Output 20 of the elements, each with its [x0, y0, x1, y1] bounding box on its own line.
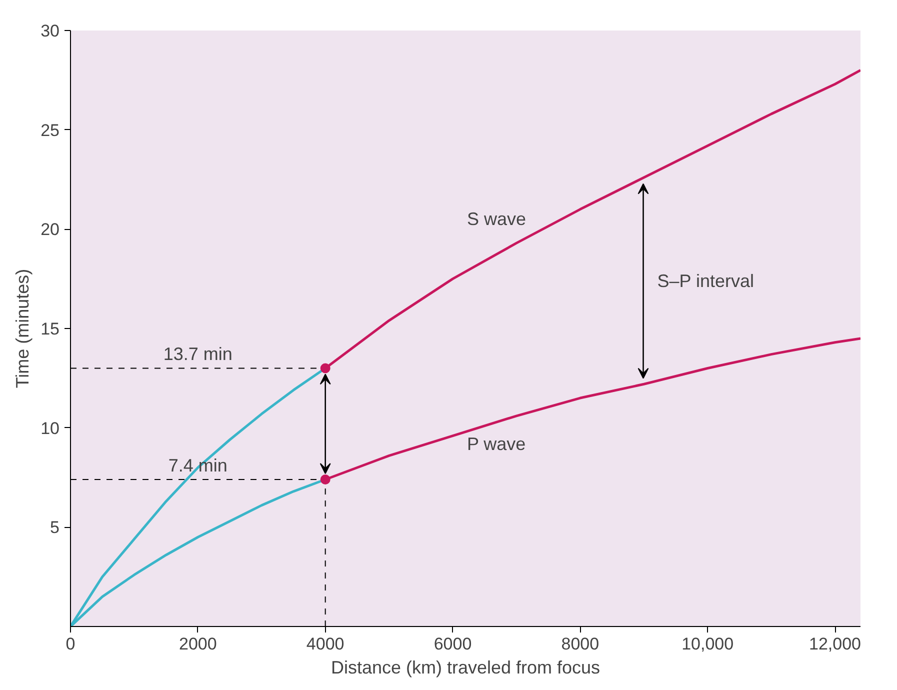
annotation: S–P interval — [657, 271, 754, 292]
annotation: 7.4 min — [168, 455, 228, 476]
y-tick-label: 25 — [40, 120, 60, 140]
y-tick-label: 30 — [40, 22, 60, 40]
x-tick-label: 10,000 — [682, 634, 734, 654]
x-tick-label: 8000 — [561, 634, 600, 654]
x-tick-label: 4000 — [306, 634, 344, 654]
x-tick-label: 0 — [66, 634, 76, 654]
series-label: P wave — [466, 434, 526, 454]
x-tick-label: 2000 — [179, 634, 217, 654]
y-tick-label: 20 — [40, 220, 60, 240]
y-tick-label: 5 — [50, 518, 60, 538]
x-tick-label: 12,000 — [809, 634, 862, 654]
y-tick-label: 10 — [40, 418, 60, 438]
y-axis-title: Time (minutes) — [12, 268, 33, 388]
y-tick-label: 15 — [40, 320, 60, 338]
x-tick-label: 6000 — [434, 634, 472, 654]
series-label: S wave — [466, 209, 526, 230]
x-axis-title: Distance (km) traveled from focus — [330, 658, 600, 678]
annotation: 13.7 min — [163, 344, 232, 364]
